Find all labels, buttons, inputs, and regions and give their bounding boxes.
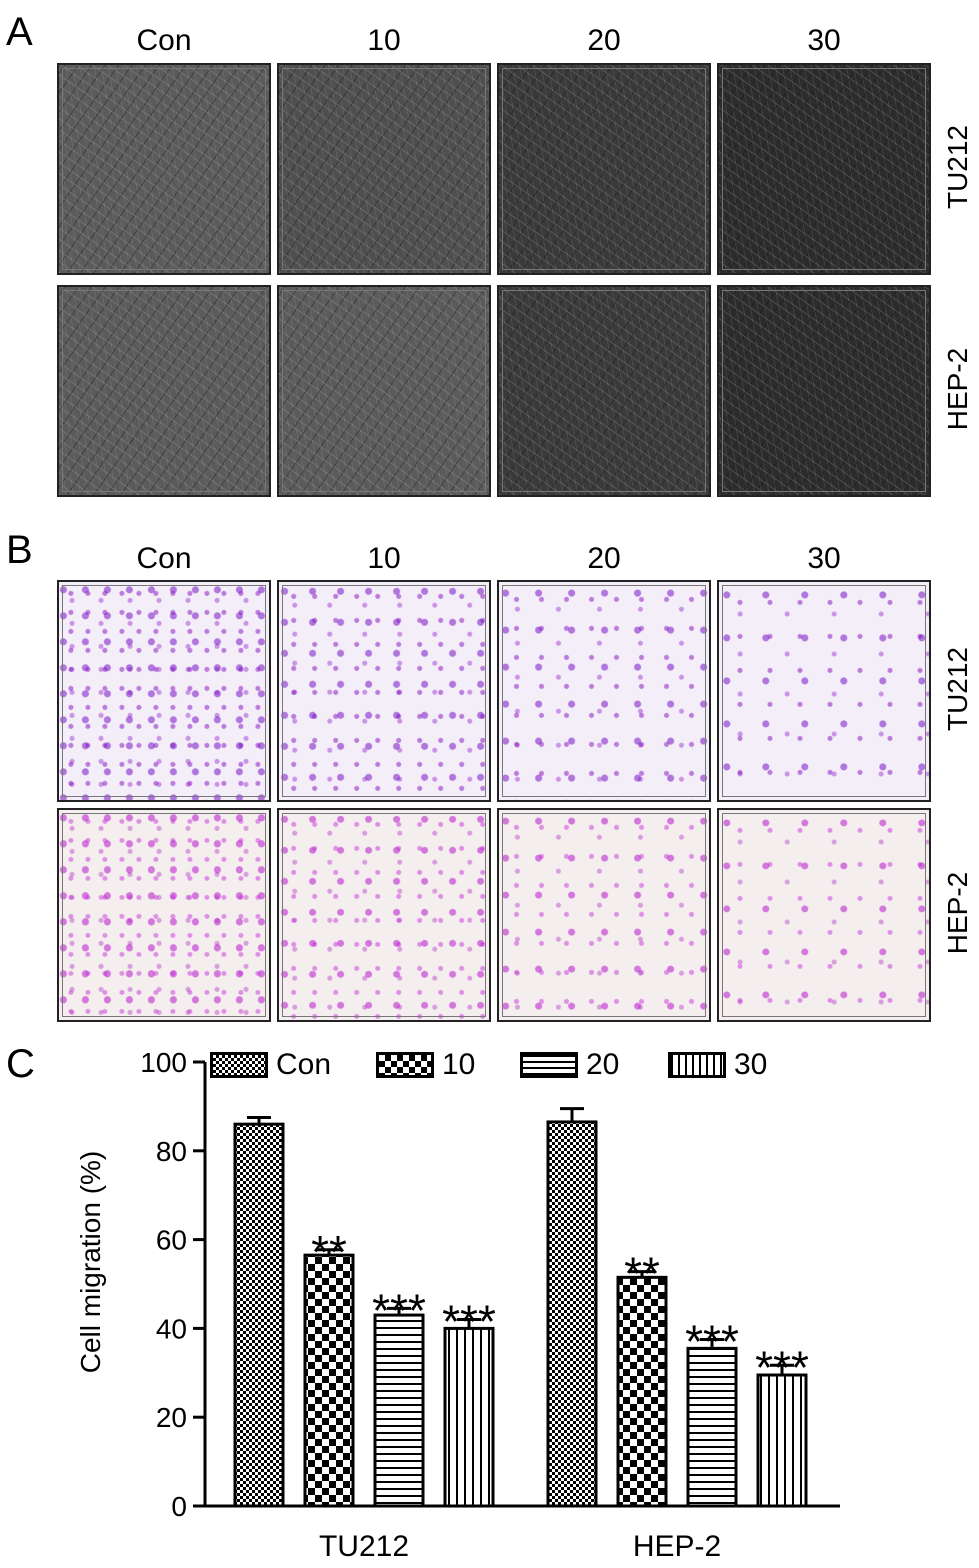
panel-b-col-label-30: 30 [807,542,841,575]
legend-item-20: 20 [520,1048,619,1082]
bar-tu212-10 [303,1253,355,1508]
legend-item-con: Con [210,1048,331,1082]
legend-label-con: Con [276,1048,332,1081]
panel-b-letter: B [6,528,33,572]
y-tick-label-100: 100 [140,1047,187,1078]
significance-hep-2-10: ** [624,1248,660,1300]
panel-a-col-label-10: 10 [367,24,401,57]
panel-a-col-label-con: Con [136,24,192,57]
legend-label-20: 20 [586,1048,620,1081]
legend-swatch-20 [520,1052,578,1078]
panel-b-stain-tu212-20 [497,580,711,802]
panel-a-micrograph-hep2-con [57,285,271,497]
x-category-label-tu212: TU212 [319,1530,409,1563]
panel-b-stain-hep2-10 [277,808,491,1022]
x-category-label-hep-2: HEP-2 [633,1530,721,1563]
legend-item-10: 10 [376,1048,475,1082]
legend-swatch-30 [668,1052,726,1078]
bar-tu212-20 [373,1313,425,1508]
y-tick-label-40: 40 [156,1313,187,1344]
significance-tu212-30: *** [442,1296,496,1348]
bar-hep-2-10 [616,1275,668,1508]
y-tick-label-0: 0 [171,1491,187,1522]
panel-a-micrograph-tu212-con [57,63,271,275]
legend-item-30: 30 [668,1048,767,1082]
panel-a-col-label-30: 30 [807,24,841,57]
significance-tu212-20: *** [372,1284,426,1336]
bar-tu212-30 [443,1326,495,1508]
panel-a-letter: A [6,10,33,54]
significance-tu212-10: ** [311,1226,347,1278]
panel-a-micrograph-tu212-30 [717,63,931,275]
panel-a-row-label-hep2: HEP-2 [942,347,973,431]
legend-label-30: 30 [734,1048,768,1081]
panel-b-col-label-con: Con [136,542,192,575]
panel-b-stain-hep2-20 [497,808,711,1022]
significance-hep-2-20: *** [685,1316,739,1368]
legend-swatch-10 [376,1052,434,1078]
panel-b-stain-hep2-con [57,808,271,1022]
panel-b-col-label-10: 10 [367,542,401,575]
y-tick-label-80: 80 [156,1136,187,1167]
panel-a-micrograph-hep2-30 [717,285,931,497]
panel-c-letter: C [6,1042,35,1086]
panel-a-row-label-tu212: TU212 [942,124,973,210]
y-tick-label-20: 20 [156,1402,187,1433]
legend-swatch-con [210,1052,268,1078]
bar-hep-2-20 [686,1346,738,1508]
panel-a-micrograph-tu212-10 [277,63,491,275]
panel-b-stain-tu212-10 [277,580,491,802]
panel-a-micrograph-hep2-20 [497,285,711,497]
legend-label-10: 10 [442,1048,476,1081]
panel-b-col-label-20: 20 [587,542,621,575]
significance-hep-2-30: *** [755,1341,809,1393]
panel-b-stain-tu212-con [57,580,271,802]
panel-b-stain-hep2-30 [717,808,931,1022]
bar-hep-2-con [546,1120,598,1508]
y-tick-label-60: 60 [156,1225,187,1256]
bar-tu212-con [233,1122,285,1508]
panel-a-micrograph-tu212-20 [497,63,711,275]
panel-b-stain-tu212-30 [717,580,931,802]
panel-b-row-label-hep2: HEP-2 [942,871,973,955]
panel-b-row-label-tu212: TU212 [942,646,973,732]
panel-a-micrograph-hep2-10 [277,285,491,497]
y-axis-label: Cell migration (%) [75,1151,106,1374]
panel-a-col-label-20: 20 [587,24,621,57]
bar-hep-2-30 [756,1373,808,1508]
